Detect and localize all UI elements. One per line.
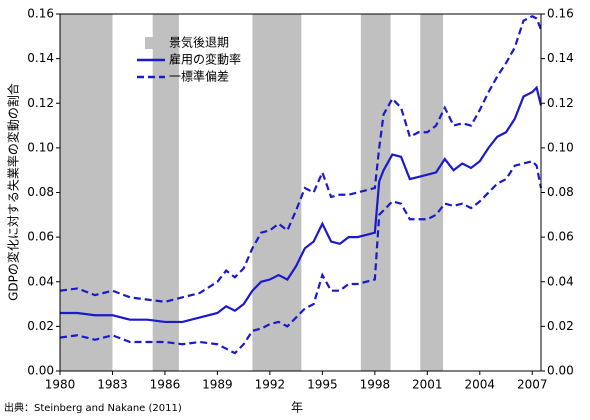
recession-band: [152, 14, 179, 371]
y2-tick-label: 0.14: [547, 51, 574, 65]
y2-tick-label: 0.06: [547, 230, 574, 244]
y-axis-label: GDPの変化に対する失業率の変動の割合: [6, 83, 21, 301]
band-upper: [59, 14, 543, 303]
x-tick-label: 1983: [97, 378, 128, 392]
y-tick-label: 0.02: [27, 319, 54, 333]
recession-band: [360, 14, 391, 371]
legend-label: 一標準偏差: [169, 69, 229, 84]
y2-tick-label: 0.00: [547, 364, 574, 378]
y-tick-label: 0.14: [27, 51, 54, 65]
series-line: [60, 85, 543, 324]
plot-frame: [59, 13, 542, 372]
x-tick-label: 2007: [517, 378, 548, 392]
y2-tick-label: 0.02: [547, 319, 574, 333]
x-tick-label: 1995: [307, 378, 338, 392]
recession-band: [60, 14, 113, 371]
x-tick-label: 1992: [255, 378, 286, 392]
y-tick-label: 0.16: [27, 7, 54, 21]
x-tick-label: 1980: [45, 378, 76, 392]
y-tick-label: 0.00: [27, 364, 54, 378]
legend-swatch: [145, 37, 157, 49]
x-axis-label: 年: [291, 401, 303, 415]
y-tick-label: 0.08: [27, 185, 54, 199]
recession-band: [252, 14, 302, 371]
legend-label: 景気後退期: [169, 35, 229, 50]
x-tick-label: 1989: [202, 378, 233, 392]
y2-tick-label: 0.12: [547, 96, 574, 110]
band-lower: [59, 160, 543, 355]
y2-tick-label: 0.16: [547, 7, 574, 21]
x-tick-label: 1986: [150, 378, 181, 392]
source: 出典：Steinberg and Nakane (2011): [4, 401, 182, 414]
x-tick-label: 2004: [465, 378, 496, 392]
y-tick-label: 0.12: [27, 96, 54, 110]
y-tick-label: 0.04: [27, 274, 54, 288]
y-tick-label: 0.06: [27, 230, 54, 244]
x-tick-label: 1998: [360, 378, 391, 392]
x-tick-label: 2001: [412, 378, 443, 392]
y-tick-label: 0.10: [27, 140, 54, 154]
y2-tick-label: 0.08: [547, 185, 574, 199]
recession-band: [420, 14, 444, 371]
legend-label: 雇用の変動率: [169, 52, 241, 67]
y2-tick-label: 0.10: [547, 140, 574, 154]
y2-tick-label: 0.04: [547, 274, 574, 288]
